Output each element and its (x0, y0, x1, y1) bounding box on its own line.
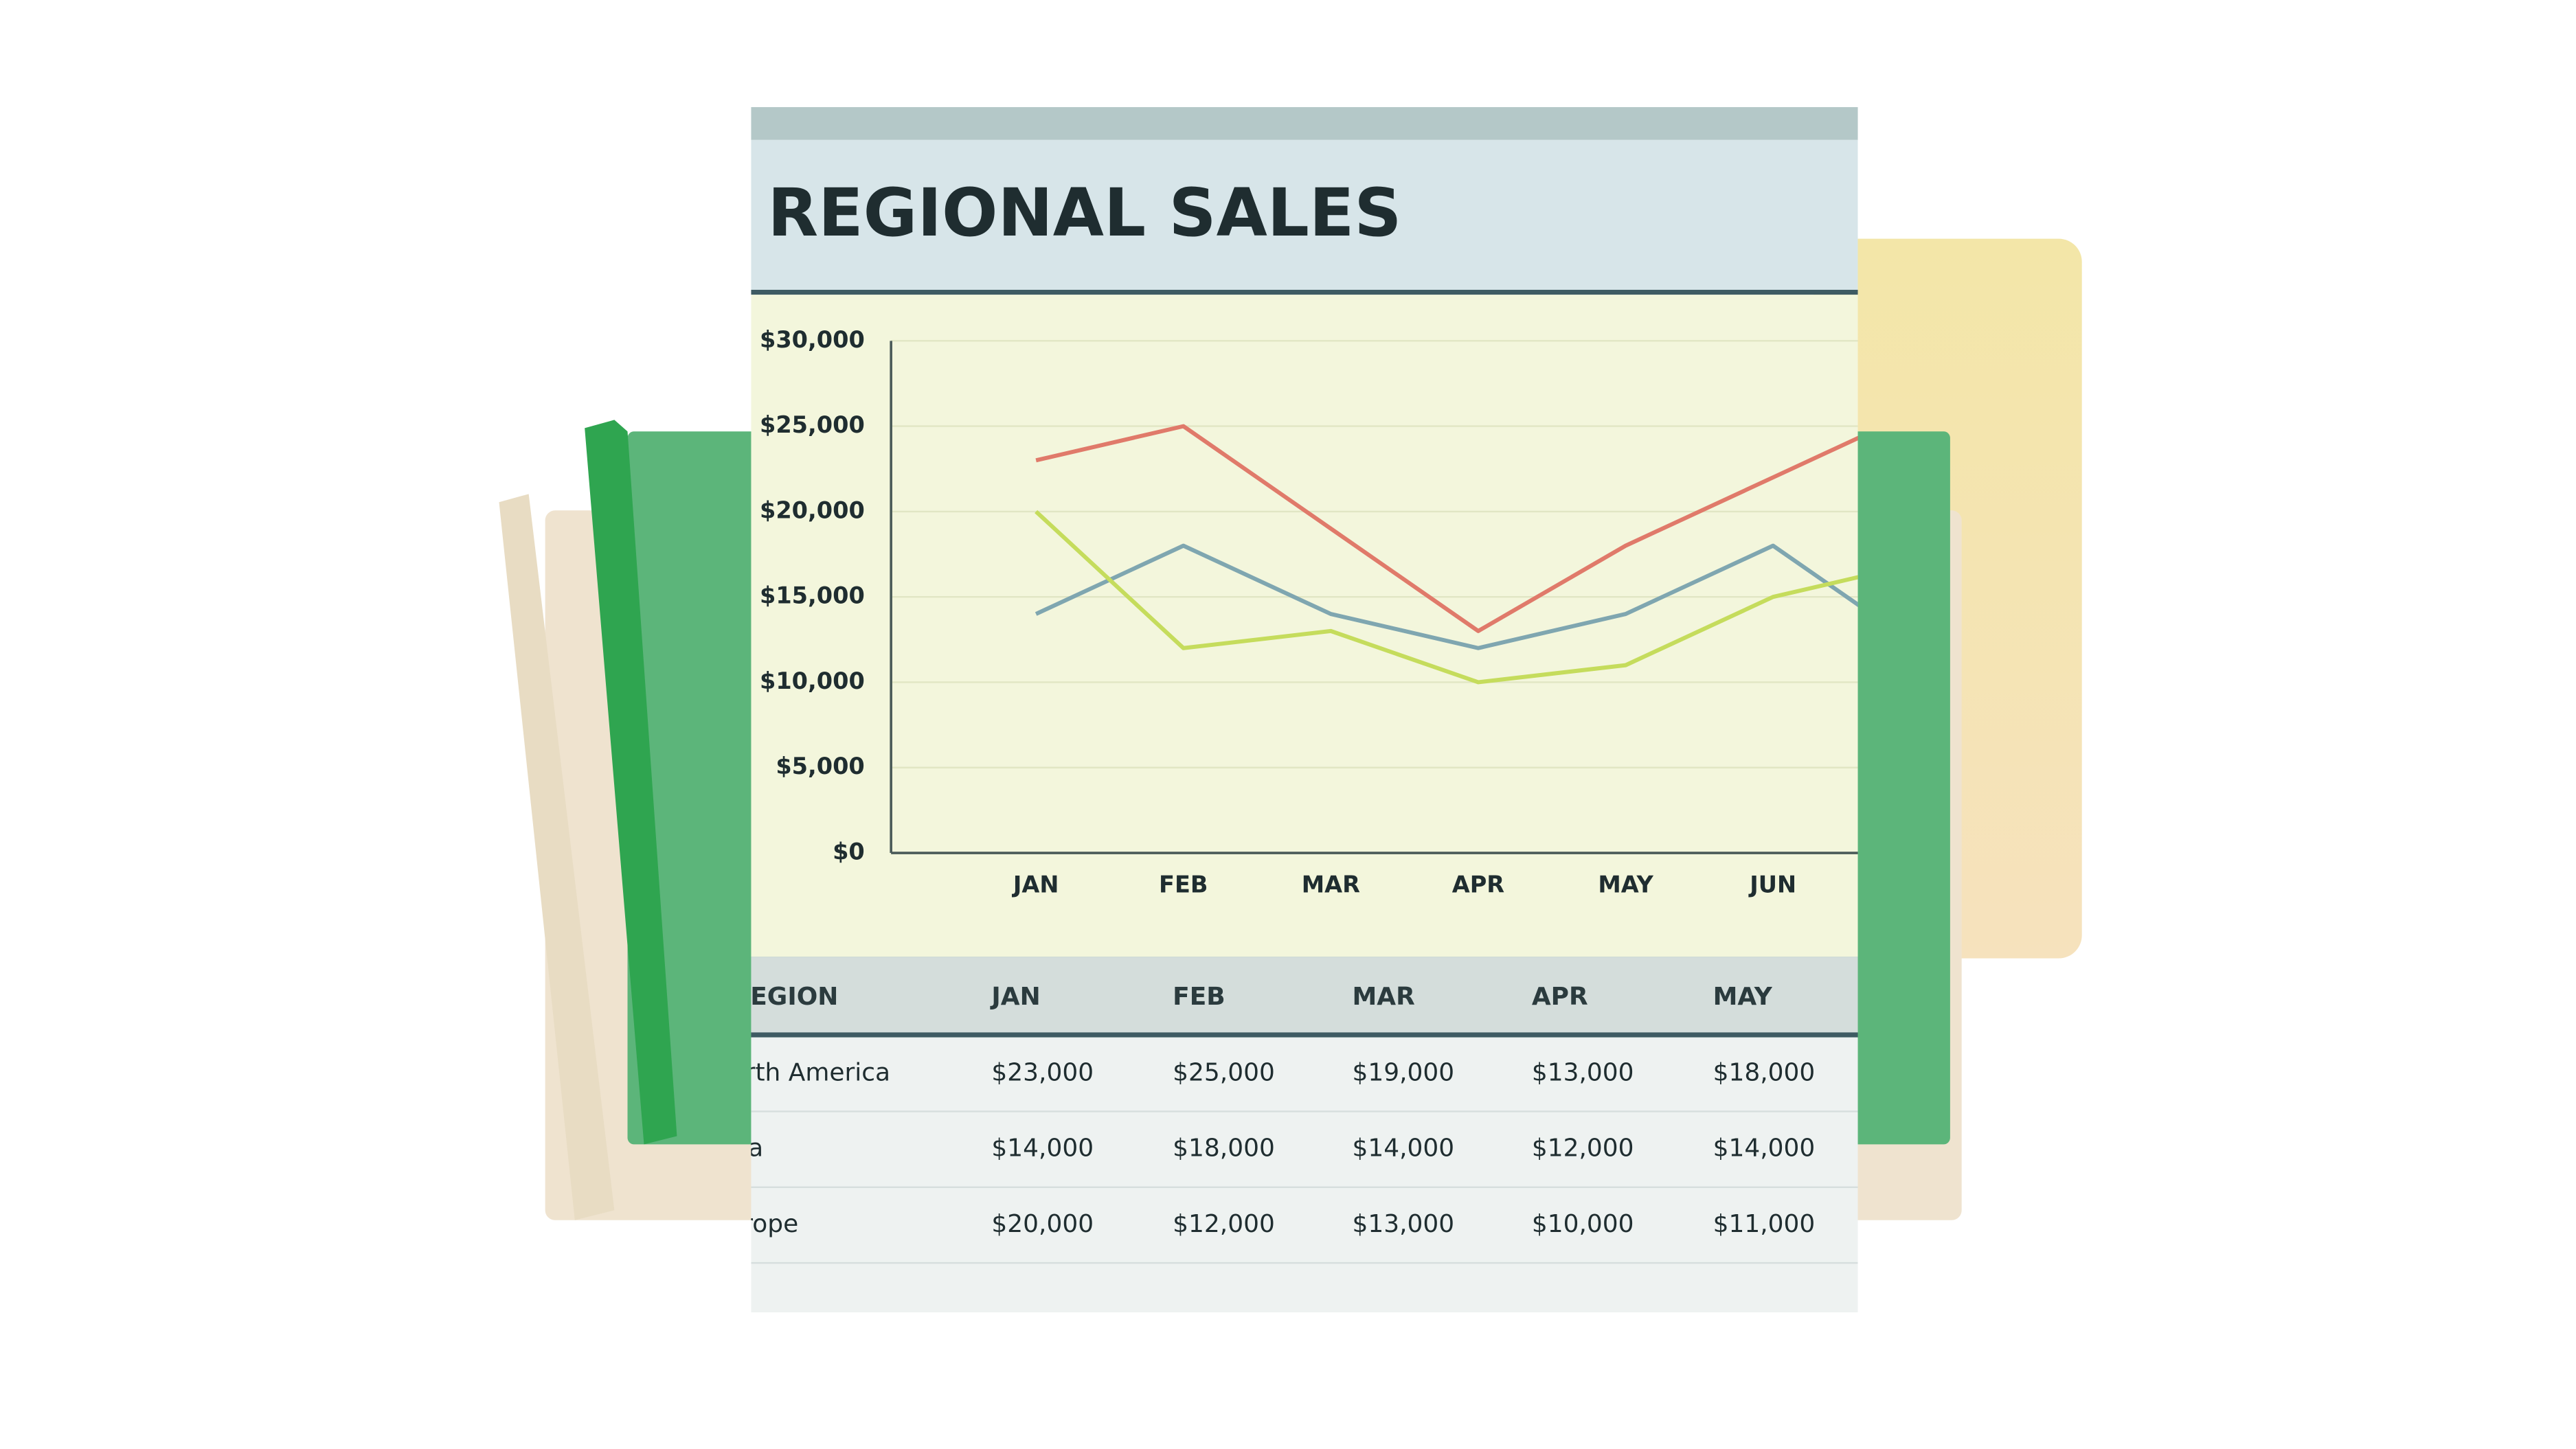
cell: $14,000 (1353, 1134, 1455, 1163)
title-band (751, 139, 1858, 293)
table-header-band (751, 957, 1858, 1034)
y-tick-label: $20,000 (760, 497, 865, 523)
header-rule (751, 1032, 1858, 1038)
column-header: REGION (732, 983, 839, 1011)
cell: $11,000 (1713, 1210, 1816, 1238)
table: REGION JAN FEB MAR APR MAY North America $23,00… (712, 983, 1816, 1238)
cell: $14,000 (1713, 1134, 1816, 1163)
cell: $19,000 (1353, 1058, 1455, 1086)
chart-area (751, 295, 1858, 957)
x-tick-label: APR (1452, 871, 1505, 898)
y-tick-label: $25,000 (760, 411, 865, 438)
row-label: North America (712, 1058, 890, 1086)
row-label: Europe (712, 1210, 798, 1238)
cell: $12,000 (1532, 1134, 1634, 1163)
beige-roll (499, 494, 615, 1220)
y-tick-label: $15,000 (760, 582, 865, 609)
column-header: MAY (1713, 983, 1773, 1011)
y-tick-label: $10,000 (760, 668, 865, 694)
panel: REGIONAL SALES $0 $5,000 $10,000 $15,000 $20… (712, 106, 1858, 1312)
column-header: APR (1532, 983, 1588, 1011)
cell: $12,000 (1173, 1210, 1275, 1238)
x-tick-label: FEB (1159, 871, 1208, 898)
series-line (1035, 543, 1858, 650)
column-header: JAN (989, 983, 1040, 1011)
series-line (1035, 510, 1858, 685)
row-label: Asia (712, 1134, 763, 1163)
column-header: FEB (1173, 983, 1225, 1011)
y-tick-label: $5,000 (776, 753, 864, 779)
title-rule (751, 290, 1858, 295)
cell: $18,000 (1713, 1058, 1816, 1086)
table-body (751, 1037, 1858, 1312)
cell: $20,000 (991, 1210, 1094, 1238)
cell: $25,000 (1173, 1058, 1275, 1086)
x-tick-label: JUN (1748, 871, 1796, 898)
top-bar (751, 106, 1858, 140)
y-tick-label: $0 (833, 838, 865, 865)
cell: $23,000 (991, 1058, 1094, 1086)
green-roll (585, 420, 677, 1145)
column-header: MAR (1353, 983, 1415, 1011)
y-tick-label: $30,000 (760, 326, 865, 353)
cell: $18,000 (1173, 1134, 1275, 1163)
series-line (1035, 424, 1858, 633)
cell: $13,000 (1353, 1210, 1455, 1238)
cell: $10,000 (1532, 1210, 1634, 1238)
title: REGIONAL SALES (767, 174, 1401, 251)
cell: $13,000 (1532, 1058, 1634, 1086)
x-tick-label: MAY (1598, 871, 1653, 898)
x-tick-label: MAR (1302, 871, 1360, 898)
chart: $0 $5,000 $10,000 $15,000 $20,000 $25,000 $30,… (760, 326, 1858, 898)
x-tick-label: JAN (1012, 871, 1059, 898)
cell: $14,000 (991, 1134, 1094, 1163)
